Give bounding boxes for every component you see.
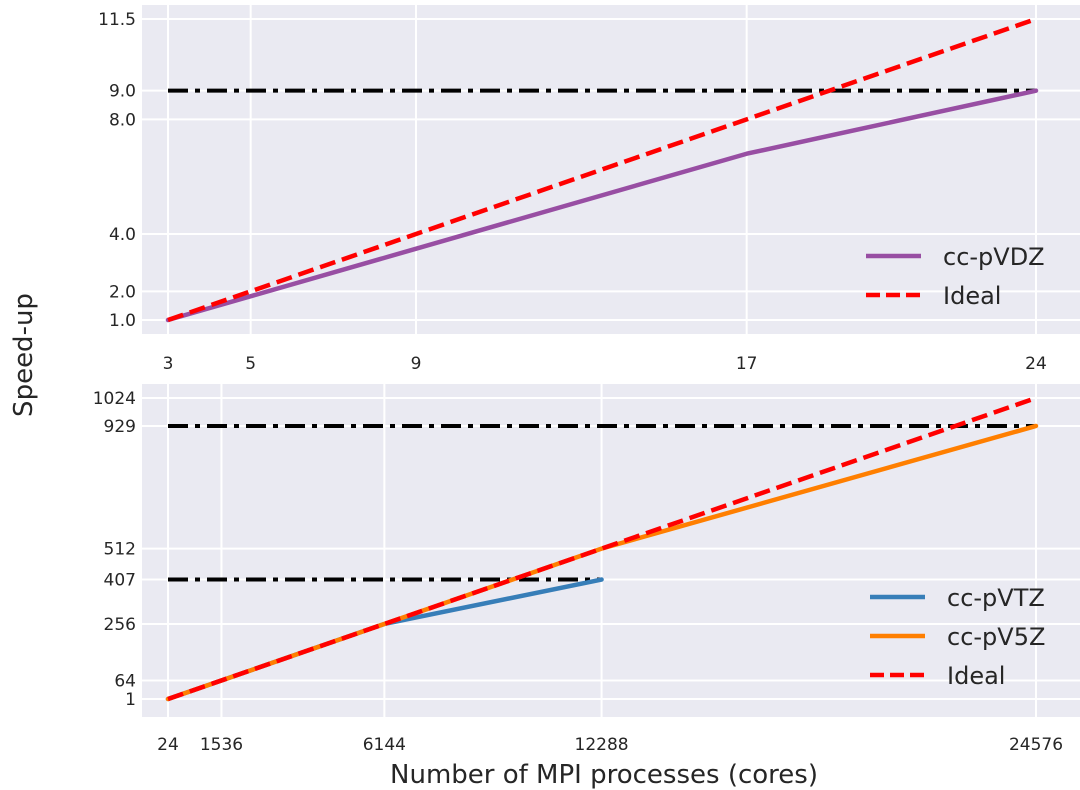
chart-panel-2: 24 1536 6144 12288 24576 164 256 407 512 929 1024 c… [93,384,1080,755]
y-tick-label: 8.0 [109,110,136,130]
x-tick-label: 12288 [575,735,629,755]
y-tick-label: 11.5 [98,10,136,30]
x-tick-label: 24 [157,735,179,755]
x-tick-label: 3 [163,354,174,374]
y-tick-label: 512 [104,540,136,560]
legend-label: cc-pVDZ [943,243,1045,271]
chart-panel-1: 3 5 9 17 24 1.0 2.0 4.0 8.0 9.0 11.5 cc-pVDZ Ideal [98,5,1080,374]
y-tick-label: 929 [104,417,136,437]
x-tick-label: 6144 [363,735,406,755]
y-tick-label: 1024 [93,389,136,409]
legend-label: cc-pVTZ [947,584,1045,612]
series-line-cc-pvdz [165,88,1039,323]
y-tick-label: 64 [114,671,136,691]
x-tick-label: 17 [736,354,758,374]
y-tick-label: 407 [104,571,136,591]
legend-label: cc-pV5Z [947,623,1045,651]
series-line-ideal [167,16,1037,323]
plot-background [142,5,1080,334]
y-tick-label: 256 [104,615,136,635]
y-tick-label: 9.0 [109,82,136,102]
x-tick-label: 24 [1025,354,1047,374]
y-tick-label: 4.0 [109,225,136,245]
y-tick-label: 2.0 [109,282,136,302]
x-tick-label: 9 [411,354,422,374]
y-axis-label: Speed-up [9,293,39,417]
y-tick-label: 1.0 [109,311,136,331]
plot-background [142,384,1080,717]
legend-label: Ideal [943,282,1001,310]
y-tick-label: 1 [125,690,136,710]
x-tick-label: 5 [245,354,256,374]
legend-label: Ideal [947,662,1005,690]
x-axis-label: Number of MPI processes (cores) [390,760,818,790]
x-tick-label: 24576 [1009,735,1063,755]
x-tick-label: 1536 [200,735,243,755]
series-line-ideal [167,395,1037,702]
